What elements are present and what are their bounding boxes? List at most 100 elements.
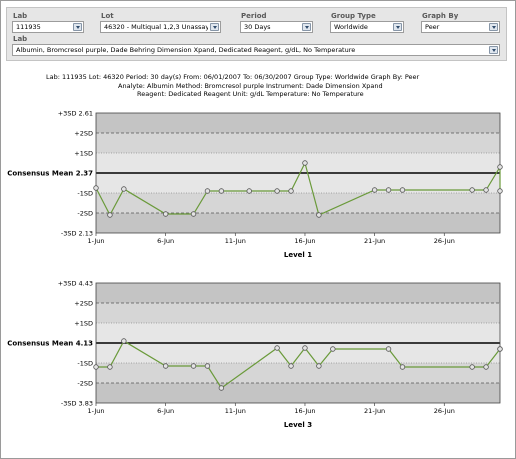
- y-tick-label: +3SD 2.61: [58, 110, 93, 118]
- group-type-select[interactable]: Worldwide: [330, 21, 404, 33]
- data-point: [302, 345, 308, 351]
- x-tick-label: 16-Jun: [294, 237, 315, 245]
- x-tick-label: 11-Jun: [225, 407, 246, 415]
- x-tick-label: 11-Jun: [225, 237, 246, 245]
- x-tick-label: 26-Jun: [434, 407, 455, 415]
- sd-band: [96, 193, 500, 213]
- y-tick-label: -2SD: [77, 380, 93, 388]
- data-point: [121, 338, 127, 344]
- sd-band: [96, 383, 500, 403]
- level-1-chart: +3SD 2.61 +2SD +1SD Consensus Mean 2.37 -1SD…: [7, 110, 503, 259]
- data-point: [93, 185, 99, 191]
- data-point: [246, 188, 252, 194]
- info-line-2: Analyte: Albumin Method: Bromcresol purp…: [118, 82, 383, 90]
- data-point: [469, 187, 475, 193]
- sd-band: [96, 213, 500, 233]
- y-tick-label: +3SD 4.43: [58, 280, 93, 288]
- chevron-down-icon: [210, 23, 219, 31]
- x-tick-label: 16-Jun: [294, 407, 315, 415]
- data-point: [330, 346, 336, 352]
- data-point: [497, 164, 503, 170]
- x-tick-label: 6-Jun: [157, 237, 174, 245]
- data-point: [93, 364, 99, 370]
- y-tick-label: +2SD: [74, 130, 93, 138]
- data-point: [218, 385, 225, 391]
- lab-select-value: 111935: [16, 23, 41, 31]
- info-line-1: Lab: 111935 Lot: 46320 Period: 30 day(s)…: [46, 73, 420, 81]
- data-point: [190, 211, 197, 217]
- sd-band: [96, 303, 500, 323]
- data-point: [399, 187, 406, 193]
- data-point: [371, 187, 378, 193]
- data-point: [497, 346, 503, 352]
- data-point: [483, 187, 489, 193]
- sd-band: [96, 363, 500, 383]
- data-point: [385, 187, 392, 193]
- period-select-value: 30 Days: [244, 23, 271, 31]
- chevron-down-icon: [302, 23, 311, 31]
- data-point: [316, 212, 322, 218]
- x-tick-label: 26-Jun: [434, 237, 455, 245]
- data-point: [316, 363, 322, 369]
- y-tick-label: Consensus Mean 4.13: [7, 340, 93, 348]
- x-tick-label: 6-Jun: [157, 407, 174, 415]
- data-point: [399, 364, 406, 370]
- group-type-label: Group Type: [331, 12, 376, 20]
- lab-label: Lab: [13, 12, 28, 20]
- y-tick-label: +2SD: [74, 300, 93, 308]
- analyte-lab-label: Lab: [13, 35, 28, 43]
- y-tick-label: +1SD: [74, 150, 93, 158]
- y-tick-label: -3SD 2.13: [61, 230, 93, 238]
- period-select[interactable]: 30 Days: [240, 21, 313, 33]
- sd-band: [96, 113, 500, 133]
- lot-label: Lot: [101, 12, 114, 20]
- y-tick-label: -1SD: [77, 360, 93, 368]
- x-tick-label: 1-Jun: [88, 237, 105, 245]
- level-3-chart: +3SD 4.43 +2SD +1SD Consensus Mean 4.13 -1SD…: [7, 280, 503, 429]
- x-tick-label: 21-Jun: [364, 407, 385, 415]
- graph-by-select-value: Peer: [425, 23, 440, 31]
- data-point: [107, 212, 113, 218]
- x-tick-label: 21-Jun: [364, 237, 385, 245]
- sd-band: [96, 283, 500, 303]
- chevron-down-icon: [489, 23, 498, 31]
- chevron-down-icon: [489, 46, 498, 54]
- lab-select[interactable]: 111935: [12, 21, 84, 33]
- chevron-down-icon: [73, 23, 82, 31]
- graph-by-select[interactable]: Peer: [421, 21, 500, 33]
- graph-by-label: Graph By: [422, 12, 459, 20]
- chart-title: Level 3: [284, 421, 312, 429]
- data-point: [497, 188, 503, 194]
- data-point: [162, 363, 169, 369]
- y-tick-label: -1SD: [77, 190, 93, 198]
- y-tick-label: +1SD: [74, 320, 93, 328]
- data-point: [218, 188, 225, 194]
- sd-band: [96, 133, 500, 153]
- data-point: [288, 363, 294, 369]
- data-point: [204, 188, 211, 194]
- data-point: [274, 188, 280, 194]
- data-point: [204, 363, 211, 369]
- analyte-select[interactable]: Albumin, Bromcresol purple, Dade Behring…: [12, 44, 500, 56]
- data-point: [121, 186, 127, 192]
- period-label: Period: [241, 12, 267, 20]
- y-tick-label: -2SD: [77, 210, 93, 218]
- chevron-down-icon: [393, 23, 402, 31]
- data-point: [107, 364, 113, 370]
- chart-title: Level 1: [284, 251, 312, 259]
- data-point: [274, 345, 280, 351]
- y-tick-label: -3SD 3.83: [61, 400, 93, 408]
- lot-select[interactable]: 46320 - Multiqual 1,2,3 Unassayed: [100, 21, 221, 33]
- info-line-3: Reagent: Dedicated Reagent Unit: g/dL Te…: [137, 90, 364, 98]
- data-point: [190, 363, 197, 369]
- analyte-select-value: Albumin, Bromcresol purple, Dade Behring…: [16, 46, 356, 54]
- data-point: [302, 160, 308, 166]
- plot-frame: [95, 282, 501, 404]
- data-point: [469, 364, 475, 370]
- data-point: [162, 211, 169, 217]
- data-point: [483, 364, 489, 370]
- lot-select-value: 46320 - Multiqual 1,2,3 Unassayed: [104, 23, 208, 31]
- data-point: [385, 346, 392, 352]
- data-point: [288, 188, 294, 194]
- group-type-select-value: Worldwide: [334, 23, 368, 31]
